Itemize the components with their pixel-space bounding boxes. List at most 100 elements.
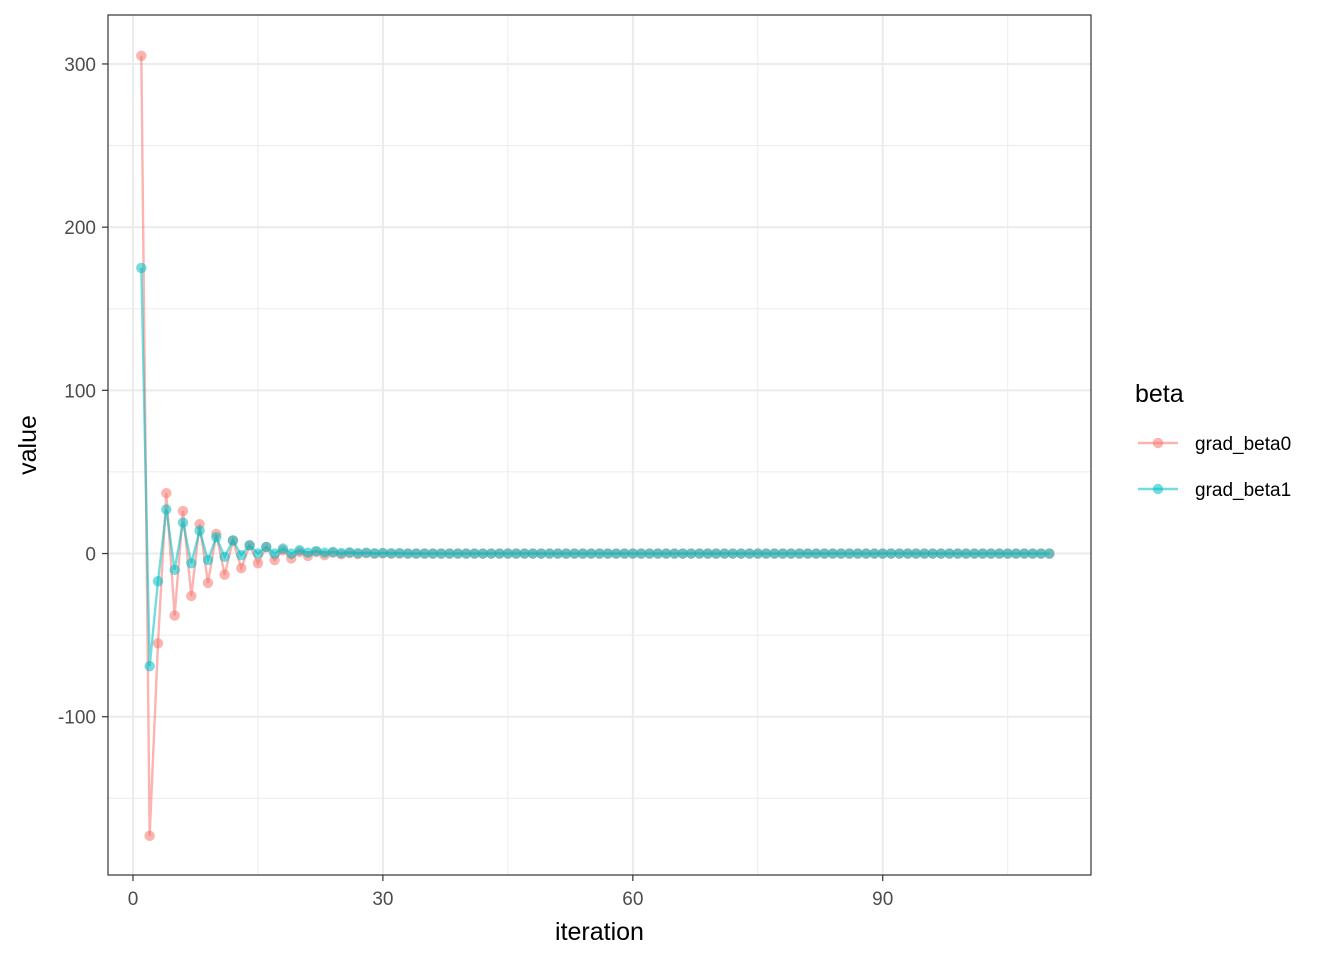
data-point xyxy=(744,548,755,559)
legend-title: beta xyxy=(1135,380,1184,408)
data-point xyxy=(944,548,955,559)
data-point xyxy=(527,548,539,559)
data-point xyxy=(819,548,830,559)
data-point xyxy=(727,548,738,559)
data-point xyxy=(969,548,980,559)
data-point xyxy=(919,548,930,559)
data-point xyxy=(227,535,239,546)
series-line xyxy=(140,267,1050,667)
data-point xyxy=(386,548,397,559)
data-point xyxy=(677,548,689,559)
data-point xyxy=(619,548,630,559)
data-point xyxy=(144,660,155,672)
axes: 0 30 60 90 -100 0 100 200 300 xyxy=(58,55,893,910)
data-point xyxy=(910,548,922,559)
data-point xyxy=(510,548,522,559)
legend-key-point xyxy=(1152,437,1164,449)
legend: beta grad_beta0 grad_beta1 xyxy=(1135,380,1291,501)
data-point xyxy=(577,548,589,559)
data-point xyxy=(252,558,264,569)
data-point xyxy=(1010,548,1022,559)
data-point xyxy=(186,558,197,569)
data-point xyxy=(419,548,430,559)
data-point xyxy=(319,547,330,558)
data-point xyxy=(769,548,780,559)
data-point xyxy=(960,548,972,559)
series-grad_beta1 xyxy=(136,262,1055,672)
series-grad_beta0 xyxy=(136,50,1055,842)
data-point xyxy=(994,548,1005,559)
data-point xyxy=(311,545,322,557)
series-line xyxy=(140,55,1050,836)
data-point xyxy=(835,548,847,559)
data-point xyxy=(261,541,272,553)
data-point xyxy=(452,548,464,559)
data-point xyxy=(327,546,339,558)
data-point xyxy=(669,548,680,559)
data-point xyxy=(244,540,255,551)
data-point xyxy=(461,548,472,559)
x-tick-label: 30 xyxy=(372,889,393,910)
data-point xyxy=(169,610,180,621)
data-point xyxy=(635,548,647,559)
data-point xyxy=(269,548,280,559)
data-point xyxy=(152,638,164,649)
data-point xyxy=(219,551,230,562)
data-point xyxy=(785,548,797,559)
legend-key-point xyxy=(1152,483,1164,495)
data-point xyxy=(202,577,214,589)
data-point xyxy=(760,548,772,559)
data-point xyxy=(719,548,730,559)
data-point xyxy=(411,548,422,559)
data-point xyxy=(927,548,938,559)
data-point xyxy=(1002,548,1013,559)
data-point xyxy=(402,548,414,559)
data-point xyxy=(885,548,897,559)
data-point xyxy=(535,548,547,559)
data-point xyxy=(552,548,564,559)
y-tick-label: 300 xyxy=(64,55,96,76)
data-point xyxy=(236,549,247,561)
data-point xyxy=(477,548,489,559)
data-point xyxy=(1044,548,1055,559)
data-point xyxy=(777,548,788,559)
data-point xyxy=(427,548,439,559)
y-tick-label: 0 xyxy=(85,545,96,566)
data-point xyxy=(877,548,888,559)
data-point xyxy=(436,548,447,559)
data-point xyxy=(644,548,655,559)
data-point xyxy=(211,532,222,543)
data-point xyxy=(569,548,580,559)
x-axis-title: iteration xyxy=(555,918,644,946)
data-point xyxy=(277,543,289,554)
data-point xyxy=(710,548,722,559)
data-point xyxy=(336,547,347,559)
data-point xyxy=(294,545,305,556)
data-point xyxy=(177,517,189,528)
y-tick-label: 200 xyxy=(64,218,96,239)
data-point xyxy=(544,548,555,559)
x-tick-label: 0 xyxy=(128,889,139,910)
data-point xyxy=(502,548,514,559)
y-tick-label: -100 xyxy=(58,708,96,729)
legend-label: grad_beta0 xyxy=(1195,434,1291,455)
data-point xyxy=(935,548,947,559)
data-point xyxy=(169,564,180,576)
data-point xyxy=(136,50,147,61)
data-point xyxy=(377,547,389,559)
data-point xyxy=(660,548,672,559)
data-point xyxy=(161,487,172,499)
data-point xyxy=(594,548,605,559)
data-point xyxy=(202,554,214,566)
data-point xyxy=(902,548,913,559)
data-point xyxy=(494,548,505,559)
data-point xyxy=(852,548,863,559)
data-point xyxy=(802,548,813,559)
data-point xyxy=(652,548,664,559)
data-point xyxy=(469,548,480,559)
data-point xyxy=(952,548,963,559)
data-point xyxy=(361,547,372,558)
data-point xyxy=(236,563,247,574)
data-point xyxy=(685,548,697,559)
